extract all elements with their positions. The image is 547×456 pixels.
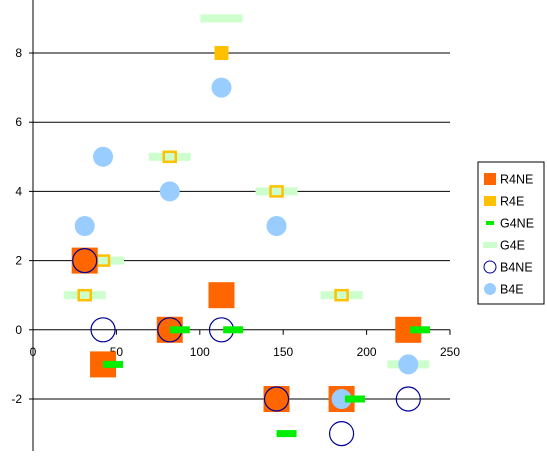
legend-box bbox=[477, 161, 545, 305]
legend-item-g4e: G4E bbox=[483, 239, 525, 253]
y-tick-label: 0 bbox=[15, 323, 22, 337]
legend-item-b4e: B4E bbox=[484, 283, 524, 297]
data-point-b4e bbox=[93, 146, 114, 167]
legend-label: R4NE bbox=[500, 173, 533, 187]
data-point-g4e bbox=[148, 152, 191, 161]
x-tick-label: 100 bbox=[190, 345, 210, 359]
data-point-g4ne bbox=[276, 430, 297, 438]
data-point-r4e-tick bbox=[77, 288, 92, 302]
data-point-b4e bbox=[211, 77, 232, 98]
legend-item-g4ne: G4NE bbox=[486, 217, 534, 231]
data-point-g4e bbox=[63, 291, 106, 300]
legend-swatch bbox=[484, 173, 496, 185]
x-tick-label: 200 bbox=[357, 345, 377, 359]
data-point-g4e bbox=[255, 187, 298, 196]
data-point-r4e-tick bbox=[334, 288, 349, 302]
legend-label: B4NE bbox=[500, 261, 533, 275]
data-point-g4ne bbox=[344, 395, 365, 403]
legend-item-b4ne: B4NE bbox=[483, 260, 533, 275]
data-point-g4ne bbox=[223, 326, 244, 334]
x-tick-label: 150 bbox=[273, 345, 293, 359]
legend-swatch bbox=[486, 221, 494, 225]
y-tick-label: -2 bbox=[11, 392, 22, 406]
series-b4ne bbox=[72, 248, 421, 447]
data-point-g4e bbox=[82, 256, 125, 265]
data-point-g4ne bbox=[103, 360, 124, 368]
y-tick-label: 6 bbox=[15, 115, 22, 129]
data-point-b4e bbox=[74, 216, 95, 236]
x-tick-label: 0 bbox=[30, 345, 37, 359]
data-point-g4ne bbox=[169, 326, 190, 334]
series-g4ne bbox=[103, 326, 430, 438]
data-point-r4ne bbox=[263, 386, 290, 412]
legend-item-r4e: R4E bbox=[484, 195, 524, 209]
data-point-b4ne bbox=[72, 248, 98, 274]
legend-item-r4ne: R4NE bbox=[484, 173, 533, 187]
y-tick-label: 2 bbox=[15, 254, 22, 268]
legend: R4NE R4E G4NE G4E B4NE B4E bbox=[477, 161, 545, 305]
data-point-r4e-tick bbox=[162, 150, 178, 164]
plot-area bbox=[63, 14, 430, 447]
data-point-b4e bbox=[159, 181, 180, 202]
legend-swatch bbox=[483, 260, 497, 274]
data-point-r4ne bbox=[208, 282, 235, 309]
data-point-g4e bbox=[200, 14, 243, 23]
data-point-b4e bbox=[331, 389, 352, 409]
data-point-b4ne bbox=[263, 386, 290, 412]
y-tick-label: 4 bbox=[15, 184, 22, 198]
y-tick-label: 8 bbox=[15, 46, 22, 60]
series-r4e bbox=[214, 46, 229, 60]
data-point-r4ne bbox=[71, 247, 98, 274]
gridlines bbox=[33, 52, 450, 400]
legend-label: B4E bbox=[500, 283, 524, 297]
data-point-b4ne bbox=[328, 421, 355, 447]
legend-label: R4E bbox=[500, 195, 524, 209]
data-point-b4ne bbox=[395, 386, 421, 412]
legend-swatch bbox=[483, 242, 497, 248]
data-point-b4e bbox=[398, 354, 419, 375]
legend-swatch bbox=[484, 283, 496, 295]
series-r4e-ticks bbox=[77, 150, 416, 337]
legend-swatch bbox=[484, 196, 496, 206]
data-point-r4e bbox=[214, 46, 229, 60]
legend-label: G4E bbox=[500, 239, 525, 253]
series-b4e bbox=[74, 77, 419, 409]
x-tick-label: 250 bbox=[440, 345, 460, 359]
data-point-r4e-tick bbox=[269, 185, 284, 198]
data-point-g4ne bbox=[409, 326, 430, 334]
data-point-g4e bbox=[320, 291, 363, 300]
legend-label: G4NE bbox=[500, 217, 534, 231]
data-point-b4e bbox=[266, 216, 287, 236]
data-point-b4ne bbox=[90, 317, 116, 343]
